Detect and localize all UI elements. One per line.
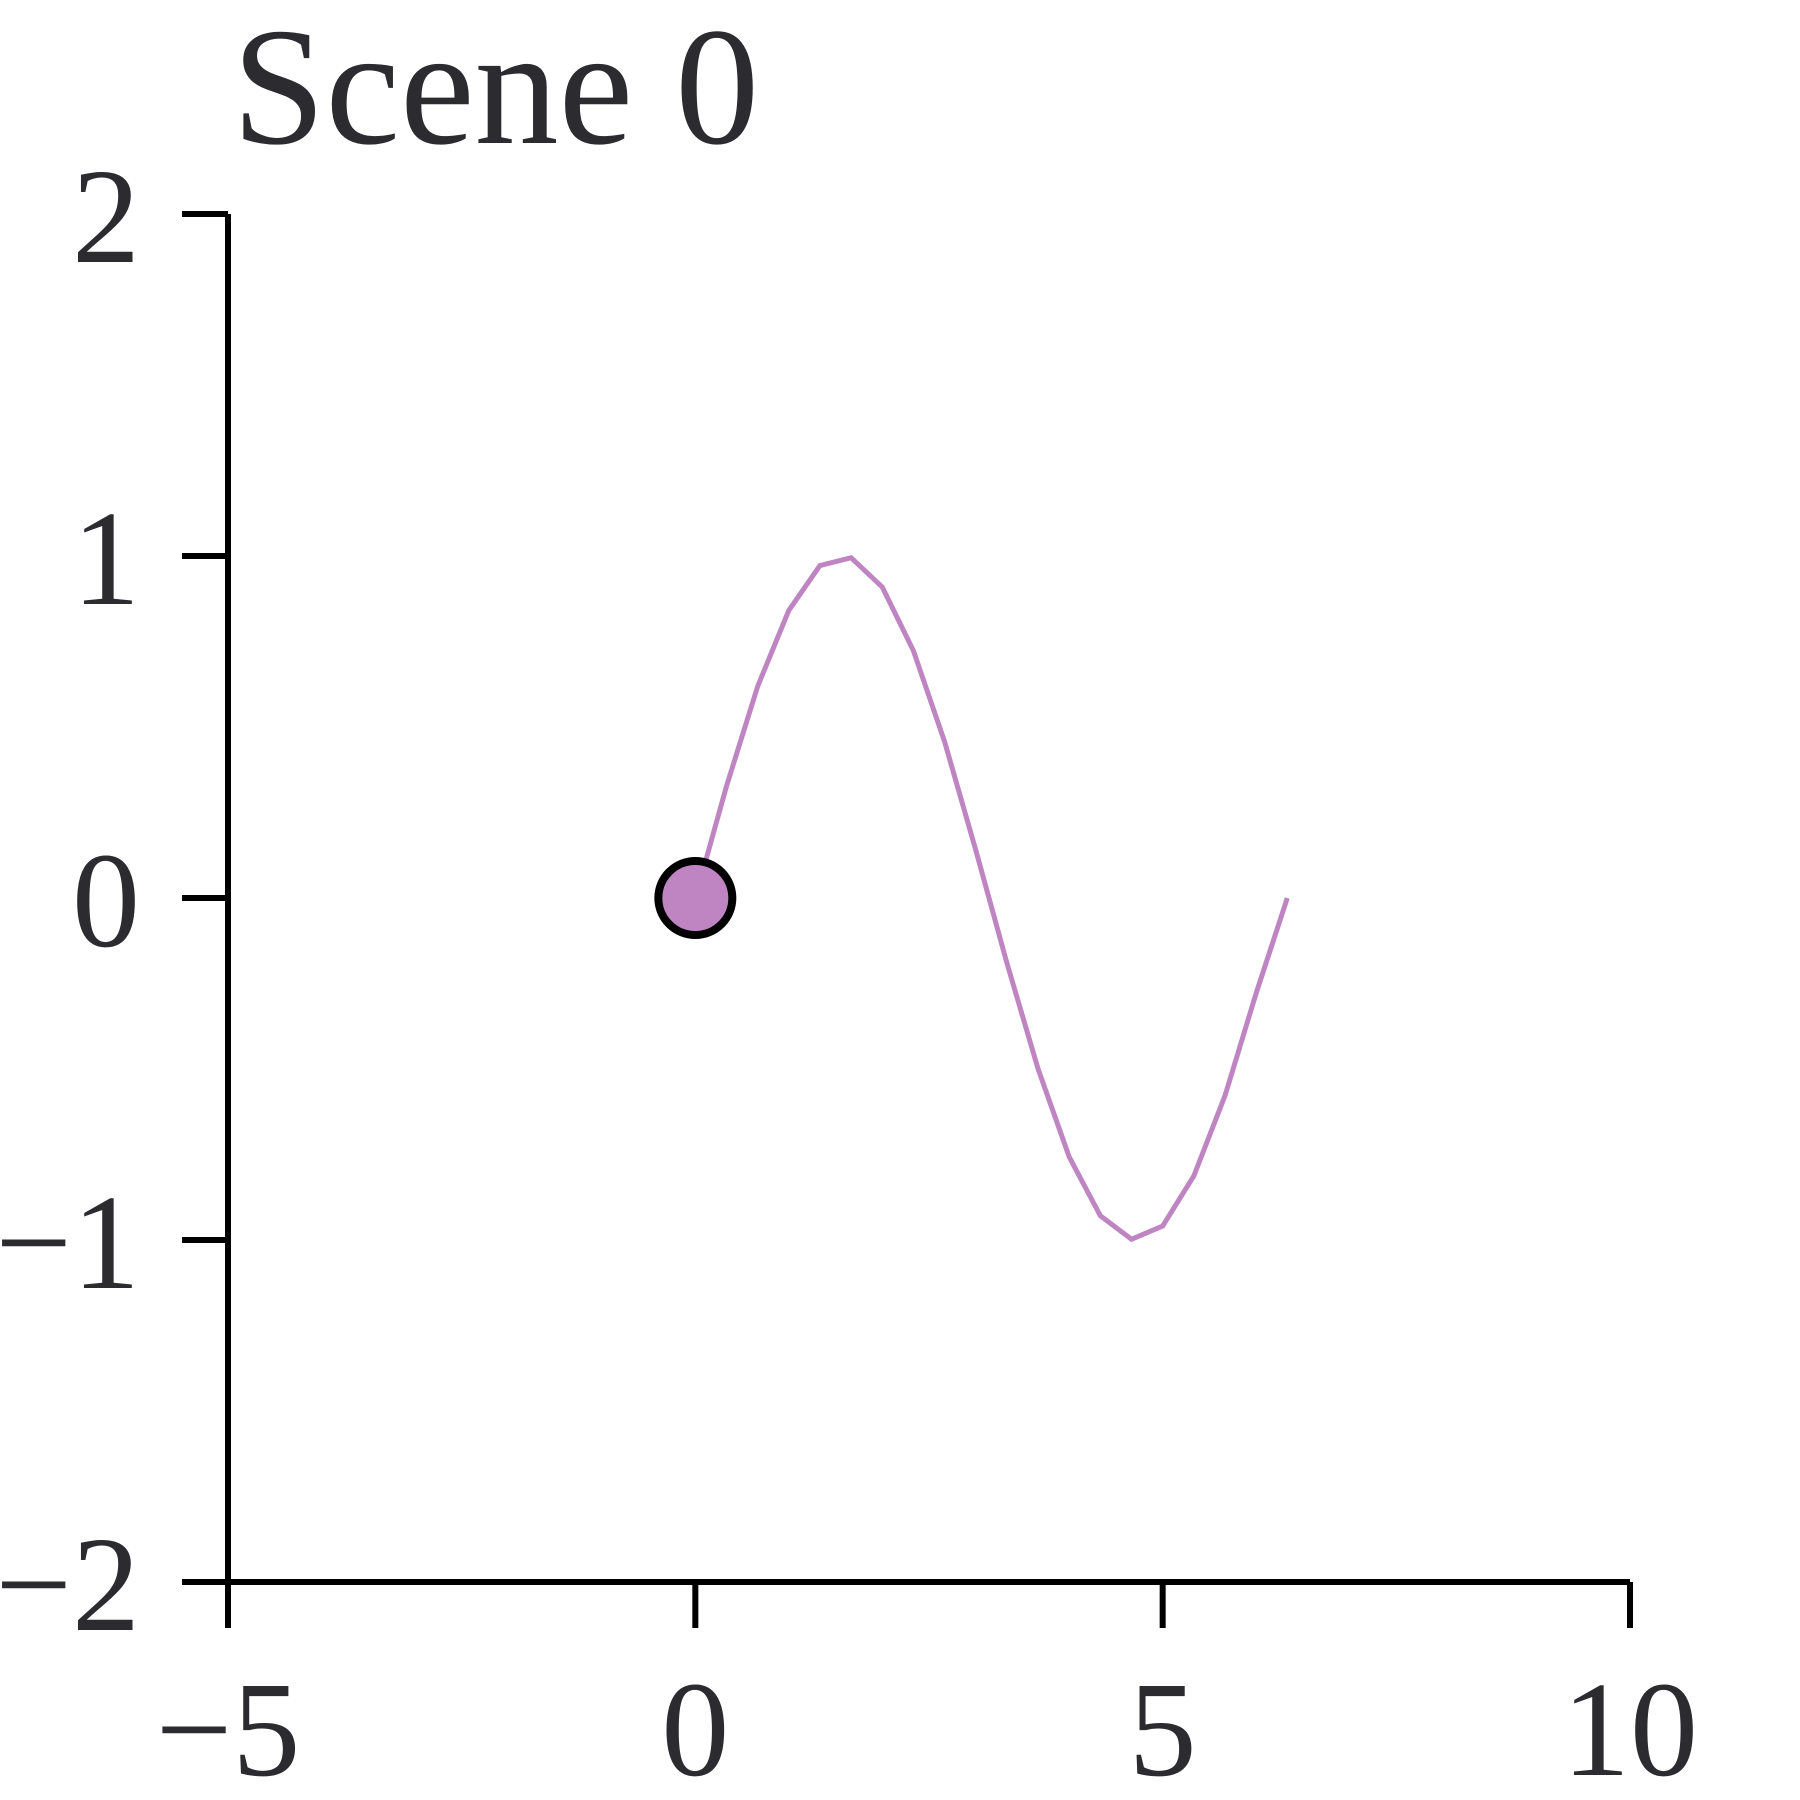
data-point-marker	[654, 857, 737, 939]
y-tick-label: −2	[0, 1510, 140, 1660]
y-tick-label: 2	[72, 142, 140, 292]
x-tick-label: −5	[156, 1655, 301, 1800]
chart-title: Scene 0	[232, 0, 759, 180]
series-layer	[654, 554, 1290, 1243]
y-tick-label: 1	[72, 484, 140, 634]
y-tick-label: 0	[72, 826, 140, 976]
y-tick-label: −1	[0, 1168, 140, 1318]
x-tick-label: 10	[1562, 1655, 1698, 1800]
ticks: −2 −1 0 1 2 −5 0 5 10	[0, 142, 1698, 1800]
x-tick-label: 0	[661, 1655, 729, 1800]
axes	[225, 214, 1630, 1586]
x-tick-label: 5	[1129, 1655, 1197, 1800]
series-line	[692, 554, 1290, 1243]
